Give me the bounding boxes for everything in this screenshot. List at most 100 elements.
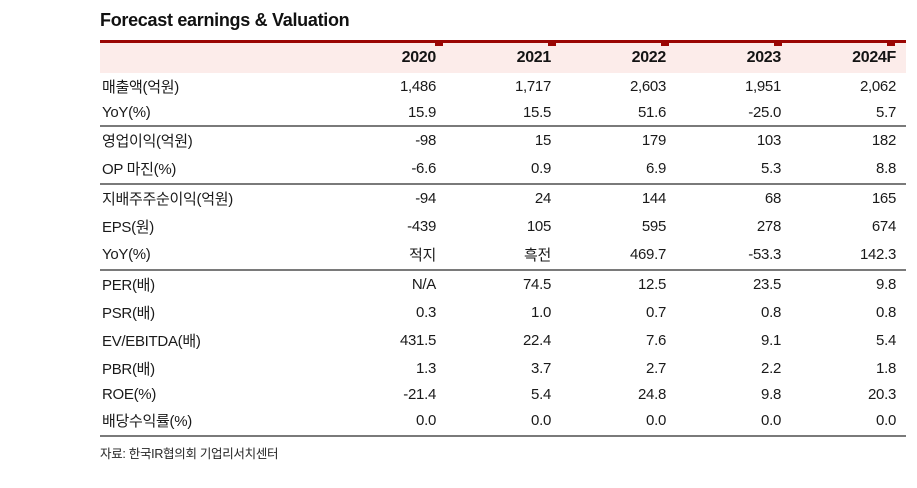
- row-label: EV/EBITDA(배): [102, 333, 201, 350]
- row-label: 지배주주순이익(억원): [100, 183, 331, 213]
- value-cell: -98: [331, 125, 446, 155]
- table-row: PBR(배) 1.3 3.7 2.7 2.2 1.8: [100, 355, 906, 383]
- value-cell: 15.5: [523, 104, 551, 121]
- value-cell: 431.5: [399, 332, 436, 349]
- value-cell: -21.4: [403, 386, 436, 403]
- value-cell: -94: [331, 183, 446, 213]
- value-cell: 0.8: [761, 304, 781, 321]
- value-cell: 469.7: [629, 246, 666, 263]
- value-cell: 5.4: [876, 332, 896, 349]
- value-cell: 68: [676, 183, 791, 213]
- row-label: PSR(배): [102, 305, 155, 322]
- value-cell: 흑전: [523, 247, 551, 264]
- table-row: 매출액(억원) 1,486 1,717 2,603 1,951 2,062: [100, 73, 906, 101]
- value-cell: 20.3: [868, 386, 896, 403]
- value-cell: 1,717: [514, 78, 551, 95]
- table-row: PSR(배) 0.3 1.0 0.7 0.8 0.8: [100, 299, 906, 327]
- value-cell: 3.7: [531, 360, 551, 377]
- table-header: 2020 2021 2022 2023 2024F: [100, 41, 906, 74]
- value-cell: 24.8: [638, 386, 666, 403]
- data-table: 2020 2021 2022 2023 2024F 매출액(억원) 1,486 1,…: [100, 40, 906, 437]
- value-cell: 278: [756, 218, 781, 235]
- table-row: ROE(%) -21.4 5.4 24.8 9.8 20.3: [100, 383, 906, 407]
- row-label: PBR(배): [102, 361, 155, 378]
- value-cell: 1.3: [416, 360, 436, 377]
- value-cell: 9.1: [761, 332, 781, 349]
- row-label: 배당수익률(%): [102, 413, 192, 430]
- header-row: 2020 2021 2022 2023 2024F: [100, 41, 906, 74]
- value-cell: 12.5: [561, 269, 676, 299]
- value-cell: 0.0: [646, 412, 666, 429]
- page-title: Forecast earnings & Valuation: [100, 10, 350, 30]
- header-cell-year: 2024F: [852, 49, 896, 66]
- table-body: 매출액(억원) 1,486 1,717 2,603 1,951 2,062 YoY(%) 15…: [100, 73, 906, 436]
- value-cell: 0.0: [416, 412, 436, 429]
- value-cell: 9.8: [761, 386, 781, 403]
- column-boundary-tick: [774, 43, 782, 46]
- value-cell: 15.9: [408, 104, 436, 121]
- value-cell: 0.7: [646, 304, 666, 321]
- source-note: 자료: 한국IR협의회 기업리서치센터: [100, 447, 279, 461]
- value-cell: 1.0: [531, 304, 551, 321]
- value-cell: 51.6: [638, 104, 666, 121]
- table-row: OP 마진(%) -6.6 0.9 6.9 5.3 8.8: [100, 155, 906, 184]
- value-cell: 5.3: [761, 160, 781, 177]
- column-boundary-tick: [661, 43, 669, 46]
- value-cell: 1,486: [399, 78, 436, 95]
- table-row: 배당수익률(%) 0.0 0.0 0.0 0.0 0.0: [100, 407, 906, 436]
- value-cell: 165: [791, 183, 906, 213]
- value-cell: -25.0: [748, 104, 781, 121]
- table-row: YoY(%) 적지 흑전 469.7 -53.3 142.3: [100, 241, 906, 270]
- column-boundary-tick: [887, 43, 895, 46]
- value-cell: 24: [446, 183, 561, 213]
- value-cell: 22.4: [523, 332, 551, 349]
- value-cell: -439: [407, 218, 436, 235]
- forecast-valuation-table: 2020 2021 2022 2023 2024F 매출액(억원) 1,486 1,…: [100, 40, 906, 437]
- value-cell: 2,603: [629, 78, 666, 95]
- column-boundary-tick: [435, 43, 443, 46]
- value-cell: 5.4: [531, 386, 551, 403]
- value-cell: 2,062: [859, 78, 896, 95]
- value-cell: 0.3: [416, 304, 436, 321]
- value-cell: 9.8: [791, 269, 906, 299]
- header-cell-year: 2020: [401, 49, 437, 66]
- table-row: EV/EBITDA(배) 431.5 22.4 7.6 9.1 5.4: [100, 327, 906, 355]
- table-row: YoY(%) 15.9 15.5 51.6 -25.0 5.7: [100, 101, 906, 126]
- value-cell: 595: [641, 218, 666, 235]
- value-cell: 2.2: [761, 360, 781, 377]
- header-cell-year: 2022: [631, 49, 667, 66]
- header-cell-year: 2023: [746, 49, 782, 66]
- row-label: 영업이익(억원): [100, 125, 331, 155]
- value-cell: 0.0: [531, 412, 551, 429]
- value-cell: 142.3: [859, 246, 896, 263]
- header-cell-label: [100, 42, 331, 74]
- row-label: OP 마진(%): [102, 161, 177, 178]
- value-cell: 23.5: [676, 269, 791, 299]
- value-cell: 179: [561, 125, 676, 155]
- value-cell: 1.8: [876, 360, 896, 377]
- value-cell: 144: [561, 183, 676, 213]
- report-content: Forecast earnings & Valuation 2020 2021 …: [100, 10, 906, 462]
- value-cell: 182: [791, 125, 906, 155]
- value-cell: N/A: [331, 269, 446, 299]
- row-label: YoY(%): [102, 104, 151, 121]
- value-cell: 0.9: [531, 160, 551, 177]
- value-cell: 7.6: [646, 332, 666, 349]
- header-cell-year: 2021: [516, 49, 552, 66]
- value-cell: 674: [871, 218, 896, 235]
- value-cell: -6.6: [411, 160, 436, 177]
- value-cell: 5.7: [876, 104, 896, 121]
- row-label: ROE(%): [102, 386, 157, 403]
- value-cell: 15: [446, 125, 561, 155]
- row-label: EPS(원): [102, 219, 155, 236]
- value-cell: 적지: [408, 247, 436, 264]
- table-row: 영업이익(억원) -98 15 179 103 182: [100, 125, 906, 155]
- value-cell: 1,951: [744, 78, 781, 95]
- value-cell: 6.9: [646, 160, 666, 177]
- table-row: EPS(원) -439 105 595 278 674: [100, 213, 906, 241]
- value-cell: 0.0: [876, 412, 896, 429]
- row-label: PER(배): [100, 269, 331, 299]
- table-row: PER(배) N/A 74.5 12.5 23.5 9.8: [100, 269, 906, 299]
- value-cell: 74.5: [446, 269, 561, 299]
